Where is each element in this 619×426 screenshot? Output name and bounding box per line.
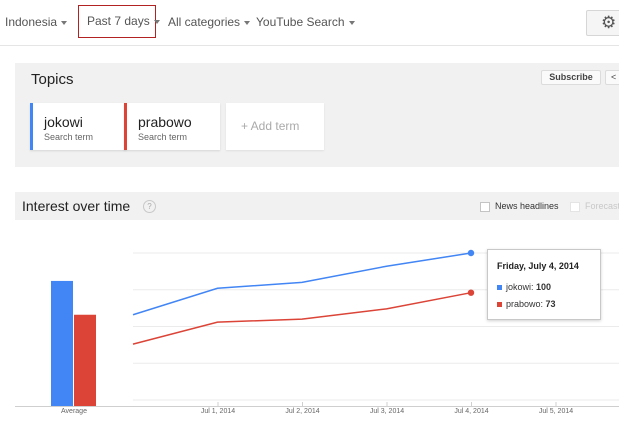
average-label: Average — [61, 408, 87, 415]
interest-chart[interactable]: Average Jul 1, 2014 Jul 2, 2014 Jul 3, 2014… — [0, 222, 619, 426]
add-term-button[interactable]: + Add term — [226, 103, 324, 150]
data-point-prabowo — [467, 289, 475, 296]
tooltip-row-jokowi: jokowi: 100 — [497, 282, 551, 292]
term-name: prabowo — [138, 114, 192, 130]
news-headlines-label: News headlines — [495, 201, 559, 211]
legend-swatch — [497, 285, 502, 291]
share-button[interactable]: < — [605, 70, 619, 85]
chart-axis-labels: Average Jul 1, 2014 Jul 2, 2014 Jul 3, 2014… — [61, 402, 573, 415]
time-range-label: Past 7 days — [87, 14, 150, 28]
series-line-jokowi — [132, 252, 472, 316]
chart-series — [132, 249, 475, 345]
term-type: Search term — [138, 132, 188, 142]
tooltip-series-name: prabowo: — [506, 299, 544, 309]
tooltip-series-value: 73 — [545, 299, 556, 309]
tooltip-row-prabowo: prabowo: 73 — [497, 299, 556, 309]
region-dropdown[interactable]: Indonesia — [5, 0, 68, 44]
region-label: Indonesia — [5, 15, 58, 29]
chevron-down-icon — [244, 20, 251, 25]
help-icon[interactable]: ? — [143, 200, 156, 213]
series-line-prabowo — [132, 291, 472, 345]
time-range-dropdown[interactable]: Past 7 days — [78, 5, 160, 38]
chevron-down-icon — [348, 20, 355, 25]
interest-over-time-header: Interest over time ? News headlines Fore… — [15, 192, 619, 220]
gear-icon: ⚙ — [601, 13, 617, 32]
search-type-dropdown[interactable]: YouTube Search — [256, 0, 355, 44]
data-point-jokowi — [467, 249, 475, 257]
category-dropdown[interactable]: All categories — [168, 0, 251, 44]
settings-button[interactable]: ⚙ — [586, 10, 619, 36]
average-bars — [51, 280, 96, 406]
term-color-bar — [124, 103, 127, 150]
average-bar-jokowi — [51, 280, 73, 406]
topics-heading: Topics — [31, 71, 74, 88]
term-type: Search term — [44, 132, 94, 142]
term-name: jokowi — [44, 114, 83, 130]
forecast-checkbox[interactable] — [570, 202, 580, 212]
chevron-down-icon — [61, 20, 68, 25]
category-label: All categories — [168, 15, 241, 29]
chart-tooltip: Friday, July 4, 2014 jokowi: 100 prabowo… — [487, 249, 601, 320]
section-title: Interest over time — [22, 198, 131, 214]
term-card-jokowi[interactable]: jokowi Search term — [30, 103, 126, 150]
news-headlines-checkbox[interactable] — [480, 202, 490, 212]
x-tick-label: Jul 4, 2014 — [454, 408, 488, 415]
term-color-bar — [30, 103, 33, 150]
tooltip-series-value: 100 — [536, 282, 552, 292]
forecast-label: Forecast — [585, 201, 619, 211]
x-tick-label: Jul 2, 2014 — [285, 408, 319, 415]
subscribe-button[interactable]: Subscribe — [541, 70, 601, 85]
chevron-down-icon — [153, 19, 160, 24]
filter-bar: Indonesia Past 7 days All categories You… — [0, 0, 619, 46]
tooltip-series-name: jokowi: — [506, 282, 534, 292]
average-bar-prabowo — [74, 314, 96, 406]
legend-swatch — [497, 302, 502, 308]
x-tick-label: Jul 1, 2014 — [201, 408, 235, 415]
term-card-prabowo[interactable]: prabowo Search term — [124, 103, 220, 150]
tooltip-date: Friday, July 4, 2014 — [497, 261, 579, 271]
x-tick-label: Jul 3, 2014 — [370, 408, 404, 415]
x-tick-label: Jul 5, 2014 — [539, 408, 573, 415]
topics-panel: Topics Subscribe < jokowi Search term pr… — [15, 63, 619, 167]
search-type-label: YouTube Search — [256, 15, 345, 29]
